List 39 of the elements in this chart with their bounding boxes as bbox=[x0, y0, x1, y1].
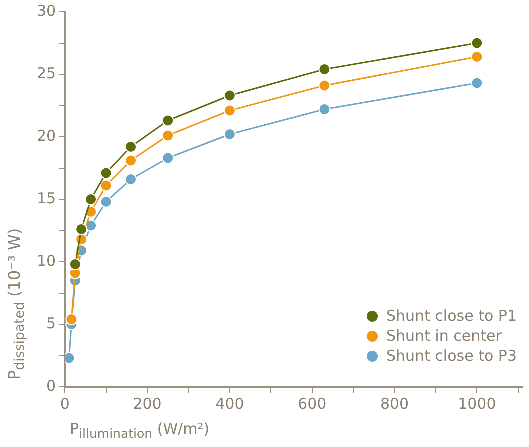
point bbox=[100, 167, 112, 180]
x-axis-title: P$_{illumination}$ (W/m²) bbox=[70, 419, 210, 443]
y-tick-label: 0 bbox=[46, 376, 56, 395]
x-tick-label: 800 bbox=[380, 394, 410, 413]
point bbox=[471, 77, 484, 90]
legend-label: Shunt close to P3 bbox=[386, 347, 517, 365]
point bbox=[125, 141, 138, 153]
point bbox=[69, 258, 82, 270]
y-tick-label: 10 bbox=[36, 252, 56, 270]
point bbox=[66, 314, 78, 326]
point bbox=[224, 90, 236, 102]
point bbox=[471, 37, 484, 50]
point bbox=[85, 194, 98, 206]
point bbox=[162, 130, 174, 142]
y-tick-label: 15 bbox=[36, 189, 56, 208]
y-tick-label: 20 bbox=[36, 126, 56, 145]
x-tick-label: 0 bbox=[60, 394, 70, 413]
point bbox=[224, 104, 236, 117]
point bbox=[224, 128, 236, 140]
y-tick-label: 5 bbox=[46, 314, 56, 332]
y-tick-label: 25 bbox=[36, 64, 56, 82]
point bbox=[162, 152, 174, 164]
point bbox=[125, 154, 138, 167]
y-tick-label: 30 bbox=[36, 2, 56, 20]
point bbox=[318, 80, 331, 92]
legend-label: Shunt in center bbox=[386, 327, 502, 345]
point bbox=[162, 114, 174, 127]
point bbox=[100, 196, 112, 208]
point bbox=[318, 104, 331, 116]
legend-label: Shunt close to P1 bbox=[386, 307, 517, 325]
point bbox=[318, 64, 331, 76]
x-tick-label: 600 bbox=[298, 394, 327, 413]
point bbox=[76, 224, 88, 236]
x-tick-label: 1000 bbox=[458, 394, 496, 413]
point bbox=[471, 51, 484, 63]
x-tick-label: 200 bbox=[133, 394, 162, 413]
x-tick-label: 400 bbox=[216, 394, 244, 413]
point bbox=[125, 174, 138, 186]
point bbox=[100, 180, 112, 192]
